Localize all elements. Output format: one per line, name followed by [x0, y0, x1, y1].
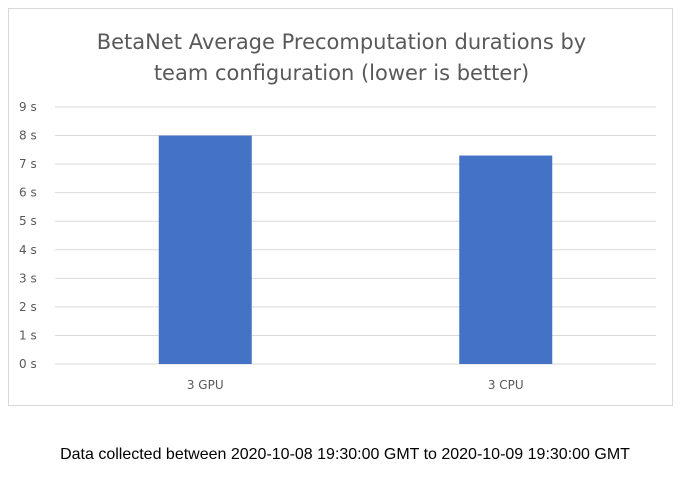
bar-3-gpu: [158, 135, 252, 364]
x-category-label: 3 CPU: [488, 378, 524, 392]
bars: [158, 135, 553, 364]
y-tick-label: 4 s: [19, 243, 37, 257]
x-category-label: 3 GPU: [187, 378, 224, 392]
bar-chart-svg: 0 s 1 s 2 s 3 s 4 s 5 s 6 s 7 s 8 s 9 s 3 GPU 3 CP…: [19, 100, 656, 392]
y-tick-label: 0 s: [19, 357, 37, 371]
chart-title-line-1: BetaNet Average Precomputation durations…: [96, 30, 587, 54]
y-tick-label: 9 s: [19, 100, 37, 114]
bar-3-cpu: [459, 155, 553, 364]
chart-title: BetaNet Average Precomputation durations…: [9, 27, 674, 89]
chart-frame: BetaNet Average Precomputation durations…: [8, 8, 673, 406]
data-collection-footnote: Data collected between 2020-10-08 19:30:…: [60, 446, 630, 463]
y-tick-label: 5 s: [19, 214, 37, 228]
x-axis-categories: 3 GPU 3 CPU: [187, 378, 524, 392]
y-tick-label: 7 s: [19, 157, 37, 171]
y-tick-label: 3 s: [19, 271, 37, 285]
y-tick-label: 8 s: [19, 129, 37, 143]
y-tick-label: 6 s: [19, 186, 37, 200]
y-axis-ticks: 0 s 1 s 2 s 3 s 4 s 5 s 6 s 7 s 8 s 9 s: [19, 100, 37, 371]
gridlines: [55, 106, 656, 365]
chart-title-line-2: team configuration (lower is better): [153, 61, 530, 85]
y-tick-label: 1 s: [19, 328, 37, 342]
y-tick-label: 2 s: [19, 300, 37, 314]
